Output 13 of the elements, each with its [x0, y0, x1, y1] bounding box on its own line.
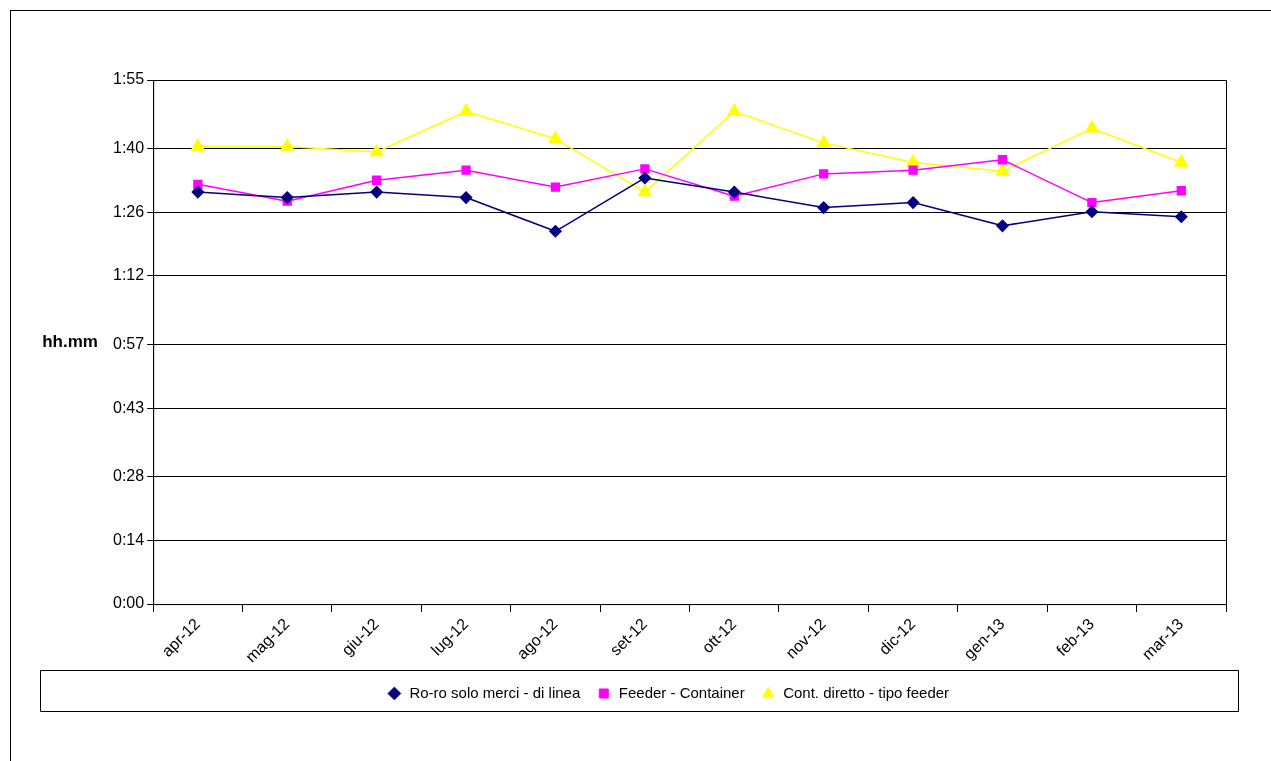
- legend-label: Ro-ro solo merci - di linea: [409, 683, 581, 701]
- y-tick-label: 0:00: [113, 594, 145, 612]
- legend-label: Feeder - Container: [618, 683, 745, 701]
- y-tick-label: 1:26: [113, 202, 145, 220]
- y-tick-label: 1:55: [113, 70, 145, 88]
- y-tick-label: 0:28: [113, 466, 145, 484]
- y-tick-label: 0:43: [113, 398, 145, 416]
- y-tick-label: 1:12: [113, 266, 145, 284]
- y-tick-label: 0:57: [113, 334, 145, 352]
- y-axis-title: hh.mm: [42, 331, 98, 351]
- y-tick-label: 0:14: [113, 530, 145, 548]
- legend-label: Cont. diretto - tipo feeder: [783, 683, 950, 701]
- y-tick-label: 1:40: [113, 138, 145, 156]
